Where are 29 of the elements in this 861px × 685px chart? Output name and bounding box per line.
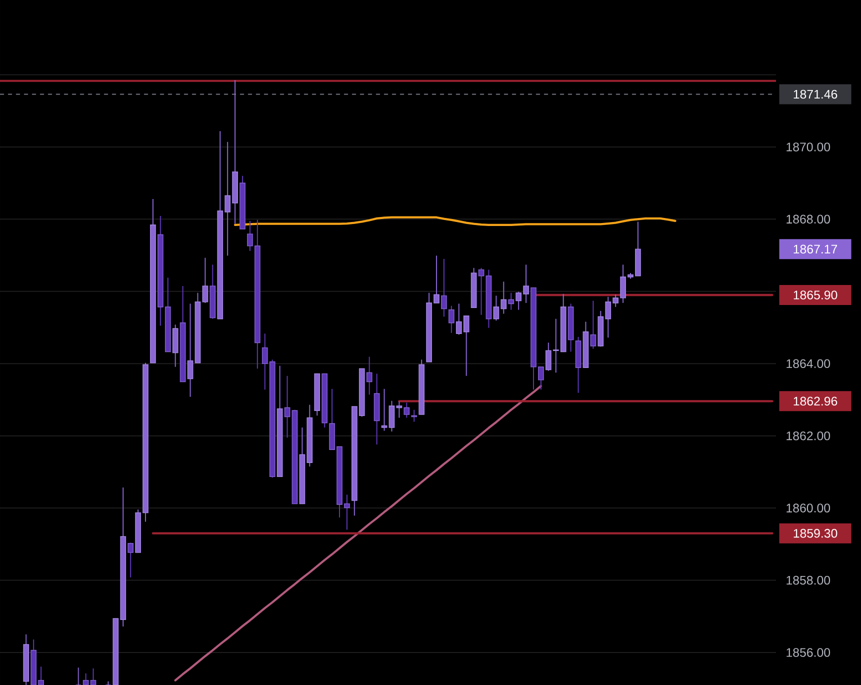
candlestick [396,401,402,418]
candlestick [128,542,134,578]
candlestick [284,375,290,438]
candlestick [448,305,454,334]
candlestick [478,267,484,316]
y-tick-label: 1870.00 [786,142,830,152]
y-tick-label: 1862.00 [786,431,830,440]
candlestick [508,292,514,310]
data-label: 1865.90 [794,290,838,300]
candlestick [187,303,194,398]
candlestick [590,300,596,350]
y-tick-label: 1858.00 [786,576,830,585]
candlestick [388,400,395,432]
y-tick-label: 1864.00 [786,359,830,368]
y-tick-label: 1860.00 [786,504,830,512]
candlestick [75,667,82,685]
candlestick [105,680,112,685]
y-tick-label: 1868.00 [786,214,830,224]
candlestick [202,257,208,304]
candlestick [404,402,410,418]
data-label: 1862.96 [794,396,838,406]
candlestick [381,388,388,432]
y-tick-label: 1856.00 [786,648,830,657]
data-label: 1859.30 [794,528,838,538]
candlestick [441,258,447,318]
ref-line-label: 1871.46 [794,90,838,99]
candlestick [411,409,418,422]
text: 1867.17 [794,244,838,254]
candlestick [366,356,372,396]
